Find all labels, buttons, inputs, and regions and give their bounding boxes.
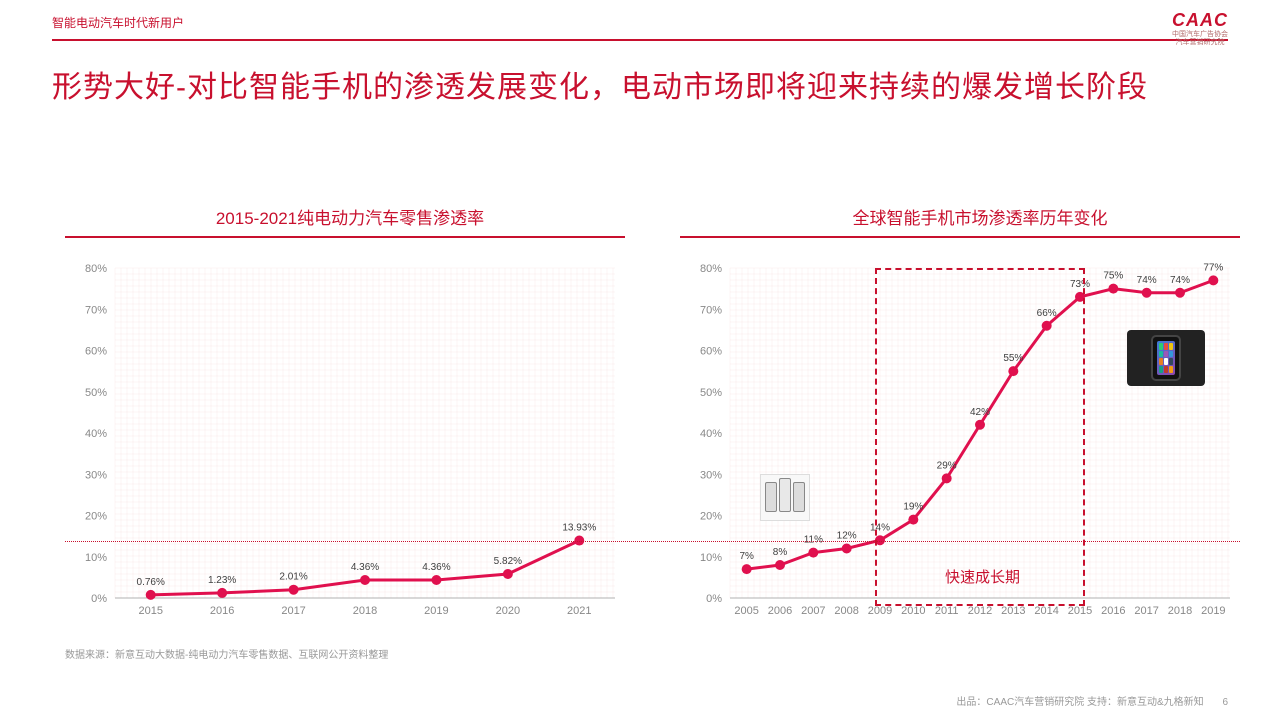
svg-text:2017: 2017 <box>281 605 305 617</box>
svg-text:2007: 2007 <box>801 605 825 617</box>
svg-text:2005: 2005 <box>734 605 758 617</box>
right-chart-title: 全球智能手机市场渗透率历年变化 <box>720 204 1240 229</box>
svg-text:40%: 40% <box>85 428 107 440</box>
svg-text:4.36%: 4.36% <box>351 562 379 573</box>
svg-text:4.36%: 4.36% <box>422 562 450 573</box>
svg-text:40%: 40% <box>700 428 722 440</box>
page-title: 形势大好-对比智能手机的渗透发展变化，电动市场即将迎来持续的爆发增长阶段 <box>52 62 1228 106</box>
logo-sub2: 汽车营销研究院 <box>1172 39 1228 47</box>
old-phone-icon <box>760 474 810 521</box>
svg-text:2021: 2021 <box>567 605 591 617</box>
svg-text:20%: 20% <box>700 511 722 523</box>
page-number: 6 <box>1222 697 1228 708</box>
left-chart-title: 2015-2021纯电动力汽车零售渗透率 <box>90 204 610 229</box>
highlight-box <box>875 268 1085 606</box>
footer-text: 出品：CAAC汽车营销研究院 支持：新意互动&九格新知 <box>956 697 1203 708</box>
svg-text:8%: 8% <box>773 547 788 558</box>
right-chart-rule <box>680 236 1240 238</box>
svg-text:50%: 50% <box>85 387 107 399</box>
logo-main: CAAC <box>1172 10 1228 31</box>
svg-text:2018: 2018 <box>1168 605 1192 617</box>
svg-text:2012: 2012 <box>968 605 992 617</box>
svg-text:2016: 2016 <box>1101 605 1125 617</box>
header-label: 智能电动汽车时代新用户 <box>52 14 1228 31</box>
svg-text:0%: 0% <box>91 593 107 605</box>
svg-text:70%: 70% <box>700 304 722 316</box>
header-rule <box>52 39 1228 41</box>
svg-text:2009: 2009 <box>868 605 892 617</box>
svg-text:2015: 2015 <box>138 605 162 617</box>
svg-text:2020: 2020 <box>496 605 520 617</box>
svg-text:2006: 2006 <box>768 605 792 617</box>
svg-text:2015: 2015 <box>1068 605 1092 617</box>
svg-text:2016: 2016 <box>210 605 234 617</box>
smartphone-icon <box>1127 330 1205 386</box>
svg-text:0.76%: 0.76% <box>137 577 165 588</box>
svg-text:2.01%: 2.01% <box>279 572 307 583</box>
svg-text:2014: 2014 <box>1034 605 1058 617</box>
svg-text:13.93%: 13.93% <box>562 523 596 534</box>
svg-text:10%: 10% <box>700 552 722 564</box>
svg-text:60%: 60% <box>85 346 107 358</box>
svg-text:74%: 74% <box>1137 275 1157 286</box>
svg-text:2008: 2008 <box>834 605 858 617</box>
highlight-label: 快速成长期 <box>945 566 1020 587</box>
svg-text:30%: 30% <box>85 469 107 481</box>
svg-text:2011: 2011 <box>935 605 959 617</box>
svg-text:2013: 2013 <box>1001 605 1025 617</box>
svg-text:0%: 0% <box>706 593 722 605</box>
svg-text:77%: 77% <box>1203 262 1223 273</box>
svg-text:2010: 2010 <box>901 605 925 617</box>
svg-text:80%: 80% <box>85 263 107 275</box>
svg-text:2018: 2018 <box>353 605 377 617</box>
footer: 出品：CAAC汽车营销研究院 支持：新意互动&九格新知 6 <box>956 693 1228 708</box>
svg-text:20%: 20% <box>85 511 107 523</box>
svg-text:1.23%: 1.23% <box>208 575 236 586</box>
svg-text:60%: 60% <box>700 346 722 358</box>
svg-text:2017: 2017 <box>1134 605 1158 617</box>
data-source: 数据来源：新意互动大数据-纯电动力汽车零售数据、互联网公开资料整理 <box>65 646 388 661</box>
svg-text:50%: 50% <box>700 387 722 399</box>
svg-text:5.82%: 5.82% <box>494 556 522 567</box>
svg-text:10%: 10% <box>85 552 107 564</box>
svg-text:2019: 2019 <box>1201 605 1225 617</box>
svg-text:2019: 2019 <box>424 605 448 617</box>
logo: CAAC 中国汽车广告协会 汽车营销研究院 <box>1172 10 1228 46</box>
svg-text:75%: 75% <box>1103 271 1123 282</box>
svg-text:74%: 74% <box>1170 275 1190 286</box>
left-chart-rule <box>65 236 625 238</box>
left-chart: 0% 10% 20% 30% 40% 50% 60% 70% 80% 2015 2016 2017 20… <box>65 248 625 628</box>
svg-text:80%: 80% <box>700 263 722 275</box>
svg-text:70%: 70% <box>85 304 107 316</box>
svg-text:30%: 30% <box>700 469 722 481</box>
svg-text:7%: 7% <box>739 551 754 562</box>
logo-sub1: 中国汽车广告协会 <box>1172 31 1228 39</box>
